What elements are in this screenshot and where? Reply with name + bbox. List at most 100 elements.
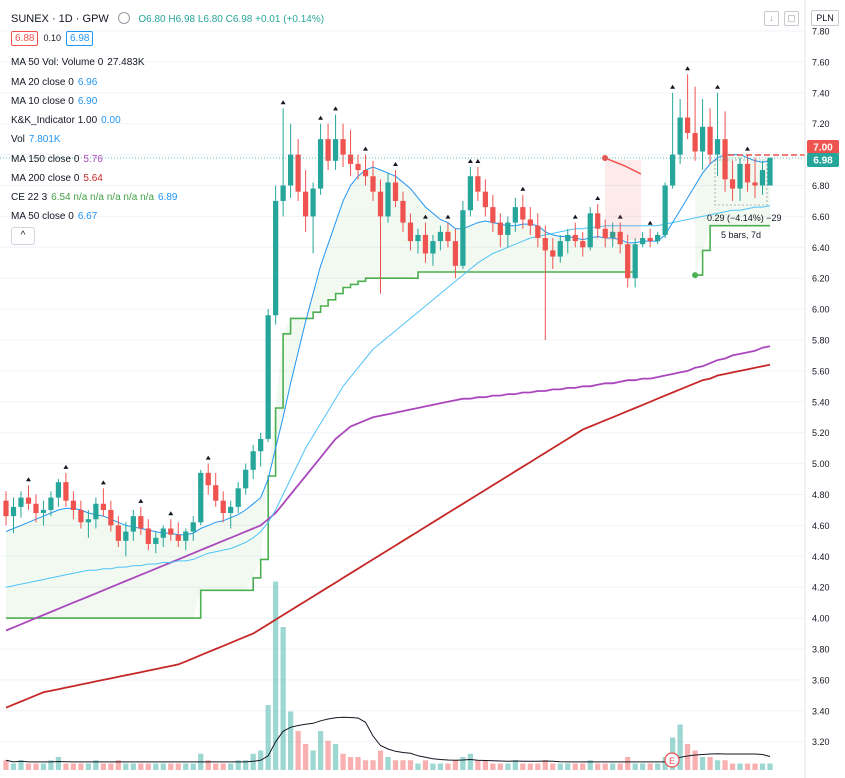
volume-bar	[138, 763, 144, 770]
candle-body	[55, 482, 62, 498]
market-status-icon[interactable]	[117, 12, 130, 24]
candle-body	[280, 185, 286, 201]
pivot-high-marker	[280, 100, 286, 105]
candle-body	[130, 516, 136, 532]
candle-body	[737, 163, 743, 189]
pivot-high-marker	[363, 146, 369, 151]
pivot-high-marker	[595, 196, 601, 201]
pivot-high-marker	[318, 115, 324, 120]
volume-bars	[3, 581, 773, 770]
candle-body	[452, 241, 459, 266]
legend-row-ma50[interactable]: MA 50 close 0 6.67	[11, 211, 97, 222]
legend-row-ma200[interactable]: MA 200 close 0 5.64	[11, 173, 103, 184]
legend-value: 27.483K	[107, 57, 145, 68]
ce-fill-area	[6, 167, 636, 619]
candle-body	[168, 528, 174, 535]
legend-row-ma10[interactable]: MA 10 close 0 6.90	[11, 96, 97, 107]
legend-label: MA 20 close 0	[11, 77, 74, 88]
candle-body	[744, 163, 751, 183]
legend-value: 6.67	[77, 211, 98, 222]
volume-bar	[10, 763, 17, 770]
candle-body	[497, 222, 503, 235]
candle-body	[655, 234, 661, 242]
candle-body	[527, 219, 533, 226]
volume-bar	[160, 763, 166, 770]
pivot-high-marker	[745, 146, 751, 151]
price-axis[interactable]: 7.80 7.60 7.40 7.20 7.00 6.80 6.60 6.40 6.20 6.00…	[812, 27, 830, 748]
ce-fill-area	[695, 154, 770, 276]
legend-row-kk[interactable]: K&K_Indicator 1.00 0.00	[11, 115, 121, 126]
legend-value: 5.76	[83, 154, 103, 165]
candle-body	[347, 154, 354, 164]
volume-bar	[175, 763, 181, 770]
price-tick-label: 7.80	[812, 27, 830, 37]
pivot-high-marker	[333, 106, 339, 111]
legend-row-vol-ma[interactable]: MA 50 Vol: Volume 0 27.483K	[11, 57, 145, 68]
candle-body	[467, 176, 474, 211]
candle-body	[542, 238, 548, 251]
candle-body	[699, 126, 706, 152]
volume-bar	[108, 763, 114, 770]
volume-bar	[213, 763, 219, 770]
volume-bar	[190, 763, 196, 770]
legend-row-ce[interactable]: CE 22 3 6.54 n/a n/a n/a n/a n/a 6.89	[11, 192, 177, 203]
earnings-marker-label: E	[669, 756, 675, 766]
volume-bar	[55, 757, 62, 770]
candle-body	[265, 315, 271, 439]
candle-body	[123, 531, 129, 541]
candle-body	[3, 500, 9, 517]
legend-row-ma20[interactable]: MA 20 close 0 6.96	[11, 77, 97, 88]
volume-bar	[220, 763, 226, 770]
download-icon[interactable]: ↓	[764, 11, 779, 26]
volume-bar	[692, 750, 698, 770]
pivot-high-marker	[100, 480, 106, 485]
symbol-title[interactable]: SUNEX · 1D · GPW	[11, 13, 109, 25]
candle-body	[729, 179, 736, 189]
volume-bar	[317, 731, 324, 770]
pivot-high-marker	[572, 214, 578, 219]
legend-value: 6.90	[77, 96, 98, 107]
candle-body	[422, 234, 429, 254]
pivot-high-marker	[475, 158, 481, 163]
price-tick-label: 6.00	[812, 305, 830, 315]
legend-value-secondary: 6.89	[158, 192, 178, 203]
collapse-legend-button[interactable]: ^	[11, 227, 35, 245]
volume-bar	[302, 744, 309, 770]
volume-bar	[48, 760, 54, 770]
ma150-line	[5, 345, 771, 632]
candle-body	[377, 191, 384, 217]
ask-price[interactable]: 6.98	[66, 31, 94, 46]
candle-body	[362, 170, 369, 177]
candle-body	[640, 238, 646, 245]
bid-ask-row: 6.88 0.10 6.98	[11, 31, 94, 46]
candle-body	[684, 117, 691, 133]
candle-body	[437, 231, 444, 242]
fullscreen-icon[interactable]: ▢	[784, 11, 799, 26]
volume-bar	[228, 763, 234, 770]
ma200-line	[5, 363, 771, 709]
volume-bar	[460, 757, 466, 770]
candle-body	[48, 497, 54, 510]
candle-body	[714, 139, 721, 155]
volume-bar	[572, 763, 578, 770]
measure-tool[interactable]: 0.29 (−4.14%) −29 5 bars, 7d	[602, 155, 782, 240]
earnings-marker[interactable]	[664, 752, 680, 768]
currency-button[interactable]: PLN	[811, 10, 839, 26]
price-tick-label: 7.20	[812, 119, 830, 129]
legend-row-vol[interactable]: Vol 7.801K	[11, 134, 61, 145]
volume-bar	[3, 760, 9, 770]
price-tick-label: 6.40	[812, 243, 830, 253]
bid-price[interactable]: 6.88	[11, 31, 39, 46]
candle-body	[340, 139, 346, 155]
candle-body	[220, 500, 226, 514]
candle-body	[93, 503, 99, 520]
legend-row-ma150[interactable]: MA 150 close 0 5.76	[11, 154, 103, 165]
legend-label: Vol	[11, 134, 25, 145]
pivot-high-marker	[392, 162, 398, 167]
volume-bar	[759, 763, 766, 770]
measure-label: 0.29 (−4.14%) −29	[707, 213, 782, 223]
candle-body	[707, 126, 713, 155]
measure-line	[604, 157, 642, 175]
price-tick-label: 3.20	[812, 737, 830, 747]
